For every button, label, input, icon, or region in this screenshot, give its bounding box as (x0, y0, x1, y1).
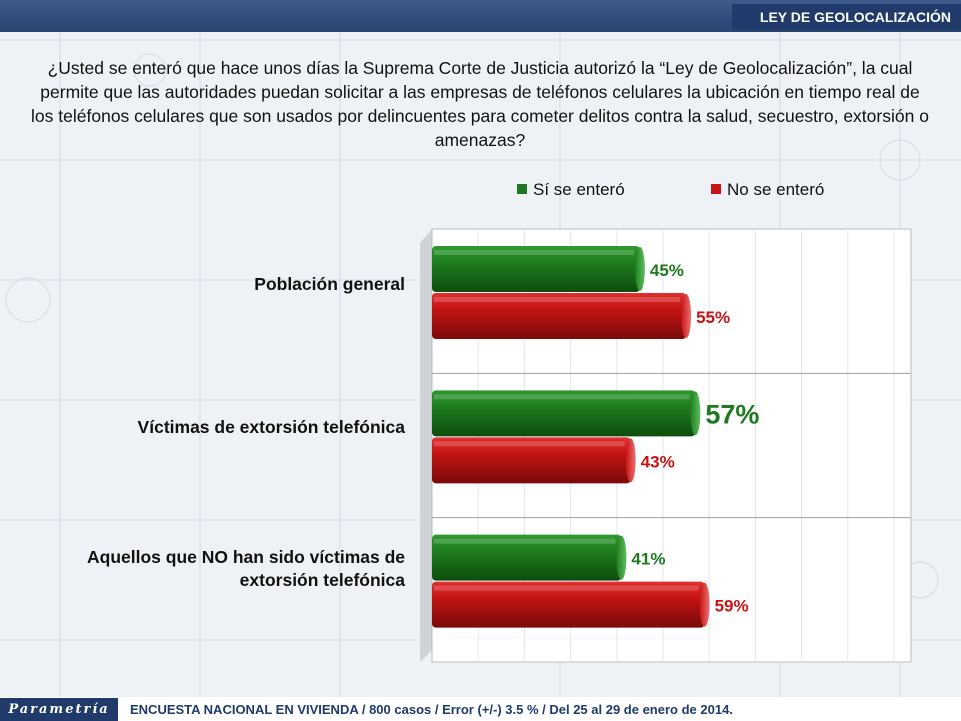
brand-logo: Parametría (0, 698, 118, 721)
category-label-victimas: Víctimas de extorsión telefónica (137, 417, 405, 437)
legend-swatch-no (711, 184, 721, 194)
bar-highlight (434, 441, 625, 447)
survey-footer: ENCUESTA NACIONAL EN VIVIENDA / 800 caso… (130, 702, 733, 717)
legend-swatch-si (517, 184, 527, 194)
bar-no-1 (432, 437, 631, 484)
data-label-no-2: 59% (715, 597, 749, 616)
bar-cap-si-2 (616, 535, 627, 580)
category-label-poblacion: Población general (254, 274, 405, 294)
bar-cap-no-2 (699, 582, 710, 627)
data-label-si-1: 57% (705, 399, 759, 429)
chart-legend: Sí se enteró No se enteró (0, 180, 961, 202)
bar-highlight (434, 250, 634, 255)
bar-highlight (434, 394, 690, 400)
bar-si-0 (432, 246, 640, 292)
bars (432, 246, 710, 628)
category-label-no-victimas: Aquellos que NO han sido víctimas de ext… (87, 547, 405, 590)
bar-cap-si-0 (634, 247, 645, 291)
bar-highlight (434, 585, 699, 591)
legend-item-no: No se enteró (711, 180, 824, 200)
data-label-si-0: 45% (650, 261, 684, 280)
bar-highlight (434, 297, 681, 302)
bar-cap-si-1 (690, 391, 701, 436)
bar-si-2 (432, 534, 622, 581)
legend-label-si: Sí se enteró (533, 180, 625, 199)
bar-no-0 (432, 293, 687, 339)
legend-item-si: Sí se enteró (517, 180, 625, 200)
bar-cap-no-0 (681, 294, 692, 338)
data-label-no-0: 55% (696, 308, 730, 327)
bar-cap-no-1 (625, 438, 636, 483)
legend-label-no: No se enteró (727, 180, 825, 199)
section-tag: LEY DE GEOLOCALIZACIÓN (731, 4, 961, 30)
data-label-no-1: 43% (641, 452, 675, 471)
data-label-si-2: 41% (631, 550, 665, 569)
data-labels: 45% 55% 57% 43% 41% 59% (631, 261, 759, 616)
bar-highlight (434, 538, 616, 544)
survey-question: ¿Usted se enteró que hace unos días la S… (31, 58, 929, 150)
bar-si-1 (432, 390, 696, 437)
footer-band (0, 697, 961, 721)
bar-no-2 (432, 581, 705, 628)
